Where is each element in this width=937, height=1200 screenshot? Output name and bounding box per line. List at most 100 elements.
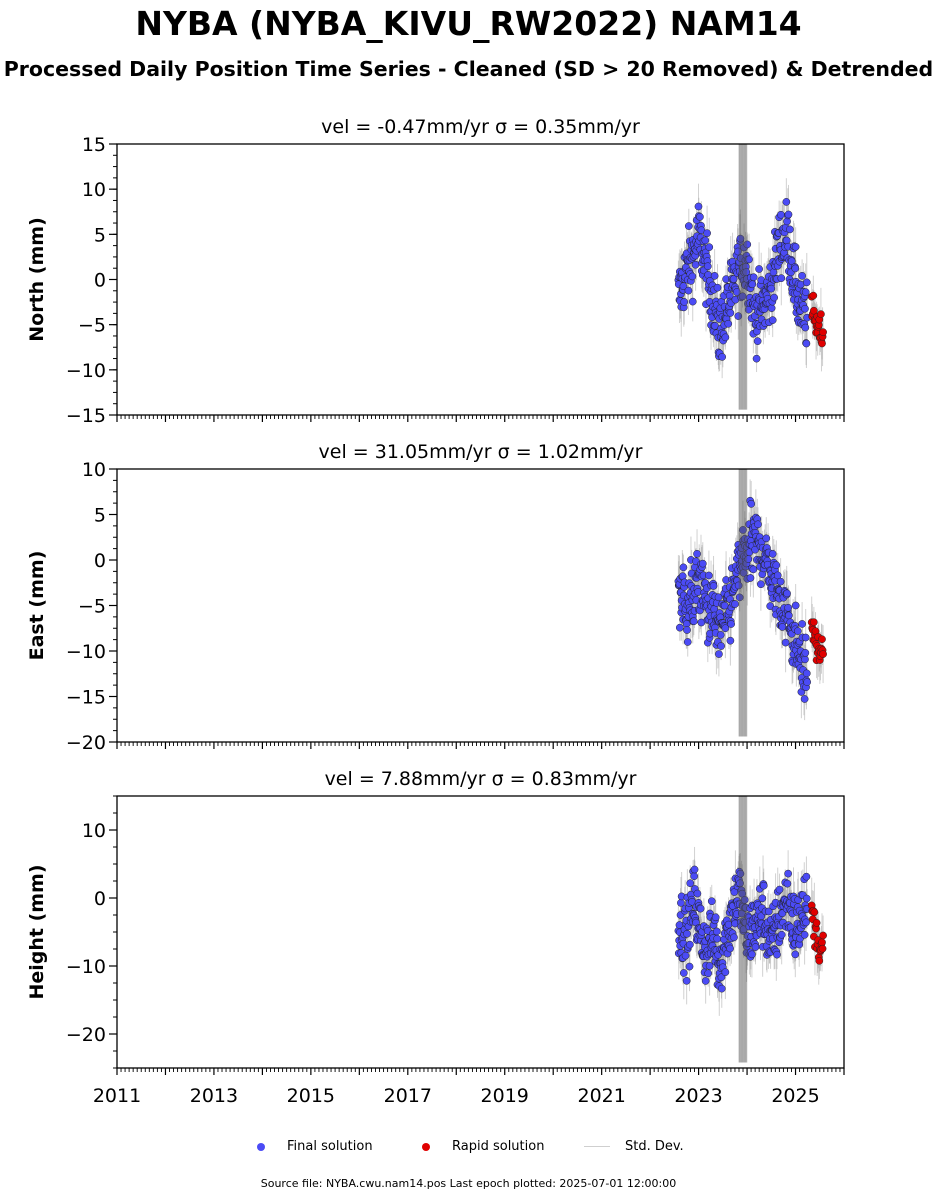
final-solution-point (713, 283, 722, 292)
chart-main-title: NYBA (NYBA_KIVU_RW2022) NAM14 (135, 4, 802, 43)
final-solution-point (679, 563, 688, 572)
final-solution-point (749, 273, 758, 282)
final-solution-point (757, 580, 765, 589)
final-solution-point (791, 950, 800, 959)
final-solution-point (689, 617, 698, 626)
final-solution-point (729, 275, 738, 283)
final-solution-point (748, 950, 756, 959)
final-solution-point (721, 624, 730, 633)
final-solution-point (709, 582, 718, 590)
final-solution-point (707, 897, 716, 906)
final-solution-point (767, 284, 776, 293)
final-solution-point (767, 304, 776, 312)
final-solution-point (800, 930, 809, 939)
final-solution-point (784, 611, 793, 620)
final-solution-point (683, 929, 691, 938)
final-solution-point (793, 627, 802, 635)
final-solution-point (791, 601, 800, 610)
y-tick-label: 15 (82, 134, 106, 156)
final-solution-point (735, 593, 744, 602)
x-tick-label: 2011 (93, 1085, 141, 1107)
panel-1: vel = -0.47mm/yr σ = 0.35mm/yr North (mm)… (26, 116, 845, 427)
final-solution-point (738, 292, 747, 301)
rapid-solution-point (815, 956, 824, 965)
final-solution-point (784, 210, 793, 219)
final-solution-point (710, 272, 719, 280)
rapid-solution-point (818, 339, 826, 348)
final-solution-point (784, 869, 792, 878)
final-solution-point (733, 288, 741, 296)
x-tick-label: 2021 (577, 1085, 625, 1107)
final-solution-point (753, 337, 762, 346)
final-solution-point (734, 581, 743, 590)
legend-std-line (584, 1146, 610, 1147)
final-solution-point (740, 896, 749, 904)
y-axis-label: North (mm) (26, 217, 48, 342)
x-tick-label: 2015 (287, 1085, 335, 1107)
final-solution-point (704, 969, 713, 978)
y-tick-label: 5 (94, 505, 106, 527)
y-tick-label: 0 (94, 888, 106, 910)
plot-area (674, 144, 827, 410)
plot-frame (116, 468, 845, 743)
final-solution-point (720, 601, 729, 610)
final-solution-point (684, 286, 693, 295)
final-solution-point (703, 262, 712, 271)
final-solution-point (724, 920, 733, 929)
final-solution-point (690, 865, 699, 874)
final-solution-point (724, 319, 733, 328)
final-solution-point (777, 930, 786, 939)
y-tick-label: −5 (78, 315, 106, 337)
y-axis-label: Height (mm) (26, 864, 48, 999)
final-solution-point (787, 257, 796, 266)
rapid-solution-point (810, 908, 819, 917)
final-solution-point (734, 247, 742, 256)
rapid-solution-point (819, 931, 827, 940)
x-tick-label: 2025 (771, 1085, 819, 1107)
x-tick-label: 2019 (481, 1085, 529, 1107)
final-solution-point (686, 940, 694, 949)
y-tick-label: 10 (82, 820, 106, 842)
chart-legend: Final solution Rapid solution Std. Dev. (0, 1136, 937, 1158)
final-solution-point (755, 265, 763, 273)
legend-final-label: Final solution (287, 1139, 373, 1154)
final-solution-point (731, 600, 739, 608)
final-solution-point (685, 962, 694, 971)
final-solution-point (754, 520, 762, 529)
legend-rapid-marker (422, 1143, 430, 1151)
final-solution-point (705, 243, 714, 252)
final-solution-point (713, 934, 721, 943)
final-solution-point (701, 977, 710, 985)
final-solution-point (783, 589, 791, 598)
final-solution-point (800, 695, 809, 703)
final-solution-point (775, 885, 784, 894)
final-solution-point (717, 984, 726, 993)
final-solution-point (721, 968, 730, 977)
final-solution-point (802, 872, 811, 881)
y-tick-label: 0 (94, 550, 106, 572)
final-solution-point (768, 316, 777, 324)
final-solution-point (801, 304, 809, 313)
final-solution-point (705, 571, 713, 580)
final-solution-point (762, 534, 771, 543)
final-solution-point (751, 943, 760, 951)
final-solution-point (802, 894, 811, 903)
final-solution-point (786, 225, 794, 234)
final-solution-point (746, 574, 755, 582)
final-solution-point (675, 623, 684, 632)
final-solution-point (747, 499, 756, 508)
final-solution-point (743, 240, 752, 249)
final-solution-point (777, 274, 786, 283)
y-tick-label: −10 (66, 956, 106, 978)
final-solution-point (772, 561, 781, 570)
final-solution-point (802, 918, 810, 927)
final-solution-point (782, 198, 791, 206)
final-solution-point (717, 642, 725, 650)
final-solution-point (705, 962, 714, 970)
y-tick-label: 10 (82, 179, 106, 201)
final-solution-point (718, 353, 727, 361)
plot-area (674, 469, 827, 737)
final-solution-point (770, 293, 778, 302)
y-tick-label: −20 (66, 1024, 106, 1046)
x-tick-label: 2017 (384, 1085, 432, 1107)
